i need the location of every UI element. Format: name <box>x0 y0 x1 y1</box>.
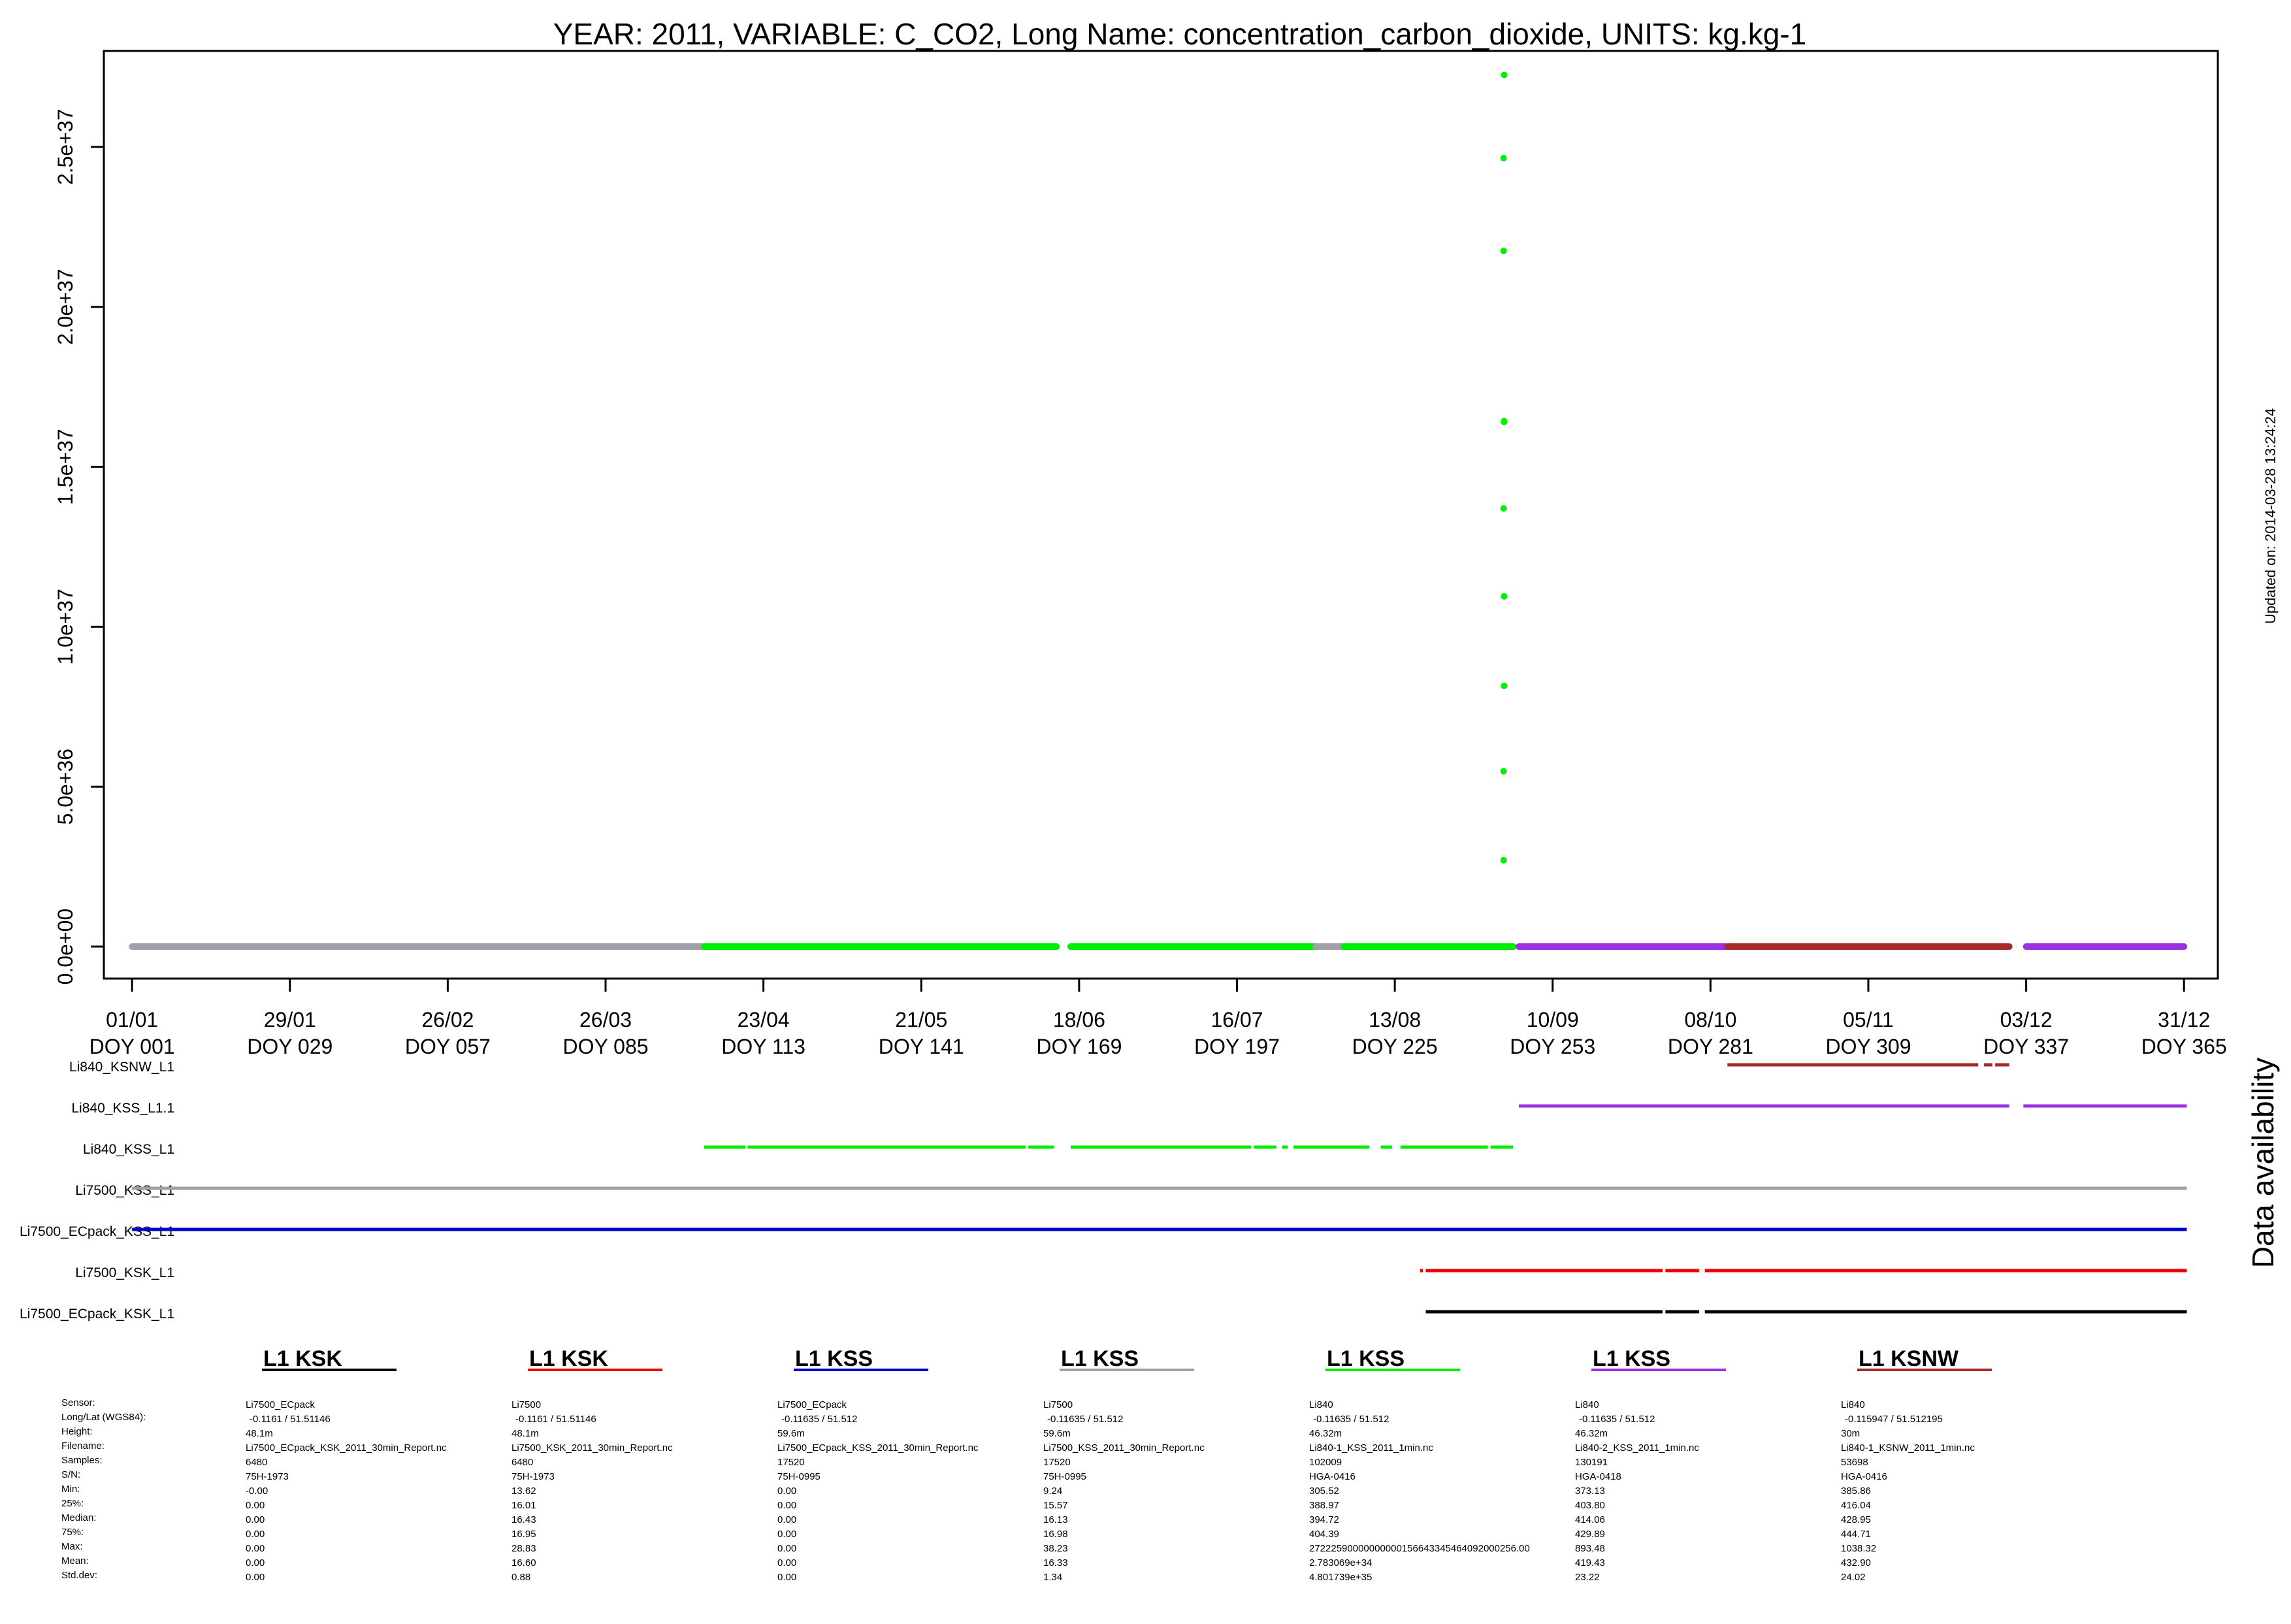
x-axis: 01/01 DOY 001 29/01 DOY 029 26/02 DOY 057 26/0… <box>89 977 2227 1058</box>
y-tick-label: 2.0e+37 <box>54 268 77 345</box>
plot-layer <box>129 71 2188 950</box>
availability-row-label: Li7500_KSK_L1 <box>75 1265 174 1280</box>
x-tick-date: 21/05 <box>895 1008 947 1031</box>
x-tick-date: 23/04 <box>738 1008 790 1031</box>
chart-title: YEAR: 2011, VARIABLE: C_CO2, Long Name: … <box>553 17 1807 51</box>
outlier-point <box>1501 71 1508 78</box>
outlier-point <box>1500 155 1507 162</box>
x-tick-doy: DOY 029 <box>247 1035 333 1058</box>
outlier-point <box>1500 248 1507 255</box>
y-tick-label: 1.5e+37 <box>54 429 77 505</box>
station-title: L1 KSNW <box>1859 1346 1959 1371</box>
y-tick-label: 5.0e+36 <box>54 749 77 825</box>
availability-row-label: Li840_KSS_L1 <box>83 1142 174 1157</box>
outlier-point <box>1500 768 1507 775</box>
x-tick-doy: DOY 197 <box>1194 1035 1280 1058</box>
x-tick-date: 26/02 <box>421 1008 474 1031</box>
x-tick-date: 31/12 <box>2158 1008 2210 1031</box>
station-title: L1 KSS <box>795 1346 873 1371</box>
x-tick-doy: DOY 225 <box>1352 1035 1438 1058</box>
x-tick-date: 13/08 <box>1369 1008 1421 1031</box>
station-title: L1 KSK <box>263 1346 342 1371</box>
station-title: L1 KSS <box>1593 1346 1670 1371</box>
x-tick-doy: DOY 281 <box>1668 1035 1753 1058</box>
availability-row-label: Li7500_ECpack_KSK_L1 <box>20 1307 174 1322</box>
updated-timestamp: Updated on: 2014-03-28 13:24:24 <box>2262 408 2279 624</box>
availability-row-label: Li7500_ECpack_KSS_L1 <box>20 1224 174 1239</box>
x-tick-date: 10/09 <box>1527 1008 1579 1031</box>
availability-row-label: Li7500_KSS_L1 <box>75 1183 174 1198</box>
x-tick-date: 18/06 <box>1053 1008 1105 1031</box>
x-tick-doy: DOY 337 <box>1983 1035 2069 1058</box>
outlier-point <box>1501 682 1508 689</box>
station-title: L1 KSK <box>529 1346 608 1371</box>
outlier-point <box>1500 505 1507 512</box>
outlier-point <box>1501 593 1508 600</box>
x-tick-date: 29/01 <box>264 1008 316 1031</box>
x-tick-date: 26/03 <box>579 1008 632 1031</box>
x-tick-doy: DOY 309 <box>1825 1035 1911 1058</box>
outlier-point <box>1501 417 1508 425</box>
availability-row-label: Li840_KSS_L1.1 <box>71 1101 174 1116</box>
x-tick-doy: DOY 085 <box>562 1035 648 1058</box>
x-tick-date: 05/11 <box>1843 1008 1894 1031</box>
x-tick-doy: DOY 253 <box>1510 1035 1595 1058</box>
availability-title: Data availability <box>2246 1058 2280 1268</box>
y-tick-label: 0.0e+00 <box>54 909 77 985</box>
x-tick-date: 16/07 <box>1210 1008 1263 1031</box>
outlier-point <box>1500 856 1507 864</box>
y-axis: 0.0e+00 5.0e+36 1.0e+37 1.5e+37 2.0e+37 2.5e+… <box>54 109 105 985</box>
x-tick-date: 03/12 <box>2000 1008 2053 1031</box>
availability-row-label: Li840_KSNW_L1 <box>69 1060 174 1075</box>
x-tick-doy: DOY 001 <box>89 1035 175 1058</box>
station-legend: L1 KSK L1 KSK L1 KSS L1 KSS L1 KSS L1 KSS L1 K… <box>262 1346 1992 1371</box>
x-tick-doy: DOY 365 <box>2141 1035 2227 1058</box>
plot-frame <box>103 50 2219 980</box>
availability-panel: Li840_KSNW_L1 Li840_KSS_L1.1 Li840_KSS_L1 L… <box>20 1060 2187 1322</box>
x-tick-date: 01/01 <box>106 1008 158 1031</box>
x-tick-doy: DOY 057 <box>405 1035 491 1058</box>
y-tick-label: 2.5e+37 <box>54 109 77 186</box>
station-title: L1 KSS <box>1327 1346 1405 1371</box>
x-tick-doy: DOY 169 <box>1036 1035 1122 1058</box>
x-tick-date: 08/10 <box>1684 1008 1736 1031</box>
station-title: L1 KSS <box>1061 1346 1139 1371</box>
x-tick-doy: DOY 113 <box>721 1035 805 1058</box>
x-tick-doy: DOY 141 <box>879 1035 964 1058</box>
y-tick-label: 1.0e+37 <box>54 589 77 665</box>
